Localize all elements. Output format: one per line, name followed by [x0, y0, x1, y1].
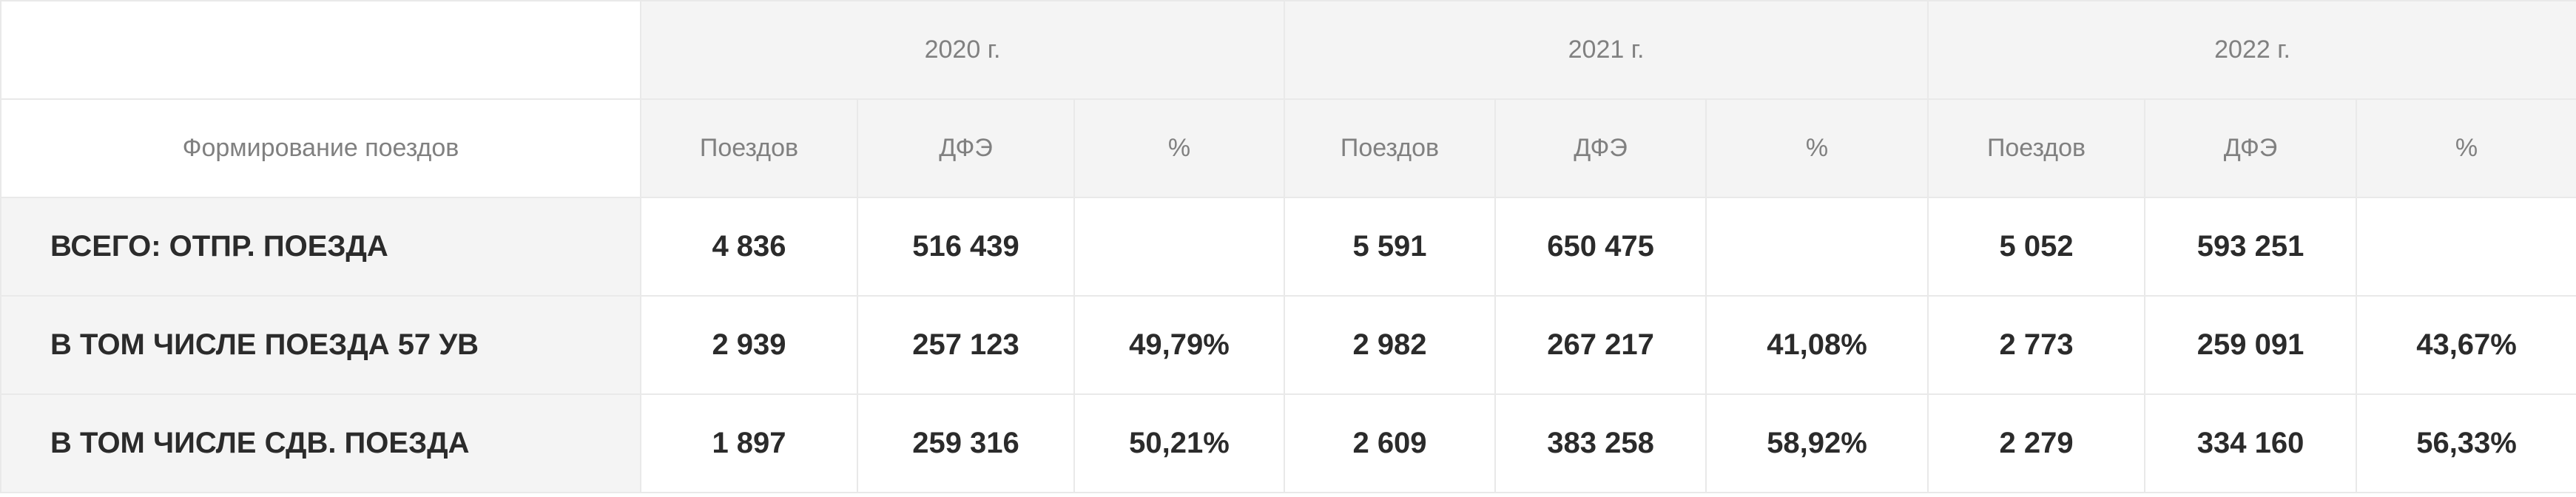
column-header-teu: ДФЭ	[2144, 98, 2358, 198]
table-cell: 5 591	[1284, 197, 1497, 297]
table-row-total: ВСЕГО: ОТПР. ПОЕЗДА 4 836 516 439 5 591 …	[0, 197, 2576, 297]
table-cell	[1705, 197, 1929, 297]
table-cell: 257 123	[857, 295, 1075, 395]
column-header-trains: Поездов	[1927, 98, 2146, 198]
year-header-2022: 2022 г.	[1927, 0, 2576, 100]
table-cell: 50,21%	[1073, 393, 1286, 493]
table-cell: 58,92%	[1705, 393, 1929, 493]
table-cell: 516 439	[857, 197, 1075, 297]
table-cell	[2356, 197, 2576, 297]
table-cell: 5 052	[1927, 197, 2146, 297]
column-header-percent: %	[1073, 98, 1286, 198]
table-cell: 650 475	[1494, 197, 1707, 297]
table-cell: 259 316	[857, 393, 1075, 493]
table-cell: 267 217	[1494, 295, 1707, 395]
column-header-percent: %	[2356, 98, 2576, 198]
row-label: В ТОМ ЧИСЛЕ ПОЕЗДА 57 УВ	[0, 295, 641, 395]
row-header-title: Формирование поездов	[0, 98, 641, 198]
column-header-teu: ДФЭ	[1494, 98, 1707, 198]
column-header-percent: %	[1705, 98, 1929, 198]
table-cell: 1 897	[640, 393, 858, 493]
corner-cell	[0, 0, 641, 100]
table-cell: 2 279	[1927, 393, 2146, 493]
table-cell: 56,33%	[2356, 393, 2576, 493]
table-cell: 4 836	[640, 197, 858, 297]
column-header-row: Формирование поездов Поездов ДФЭ % Поезд…	[0, 98, 2576, 198]
table-row-57uv: В ТОМ ЧИСЛЕ ПОЕЗДА 57 УВ 2 939 257 123 4…	[0, 295, 2576, 395]
table-cell: 43,67%	[2356, 295, 2576, 395]
year-header-2020: 2020 г.	[639, 0, 1286, 100]
table-cell: 2 939	[640, 295, 858, 395]
column-header-teu: ДФЭ	[857, 98, 1075, 198]
table-cell: 2 982	[1284, 295, 1497, 395]
table-cell: 41,08%	[1705, 295, 1929, 395]
table-cell: 259 091	[2144, 295, 2358, 395]
column-header-trains: Поездов	[1284, 98, 1497, 198]
table-cell: 2 609	[1284, 393, 1497, 493]
column-header-trains: Поездов	[640, 98, 858, 198]
row-label: ВСЕГО: ОТПР. ПОЕЗДА	[0, 197, 641, 297]
table-cell	[1073, 197, 1286, 297]
table-cell: 383 258	[1494, 393, 1707, 493]
year-header-2021: 2021 г.	[1284, 0, 1929, 100]
table-cell: 2 773	[1927, 295, 2146, 395]
table-cell: 49,79%	[1073, 295, 1286, 395]
table-cell: 593 251	[2144, 197, 2358, 297]
year-header-row: 2020 г. 2021 г. 2022 г.	[0, 0, 2576, 100]
row-label: В ТОМ ЧИСЛЕ СДВ. ПОЕЗДА	[0, 393, 641, 493]
table-cell: 334 160	[2144, 393, 2358, 493]
table-row-sdv: В ТОМ ЧИСЛЕ СДВ. ПОЕЗДА 1 897 259 316 50…	[0, 393, 2576, 493]
